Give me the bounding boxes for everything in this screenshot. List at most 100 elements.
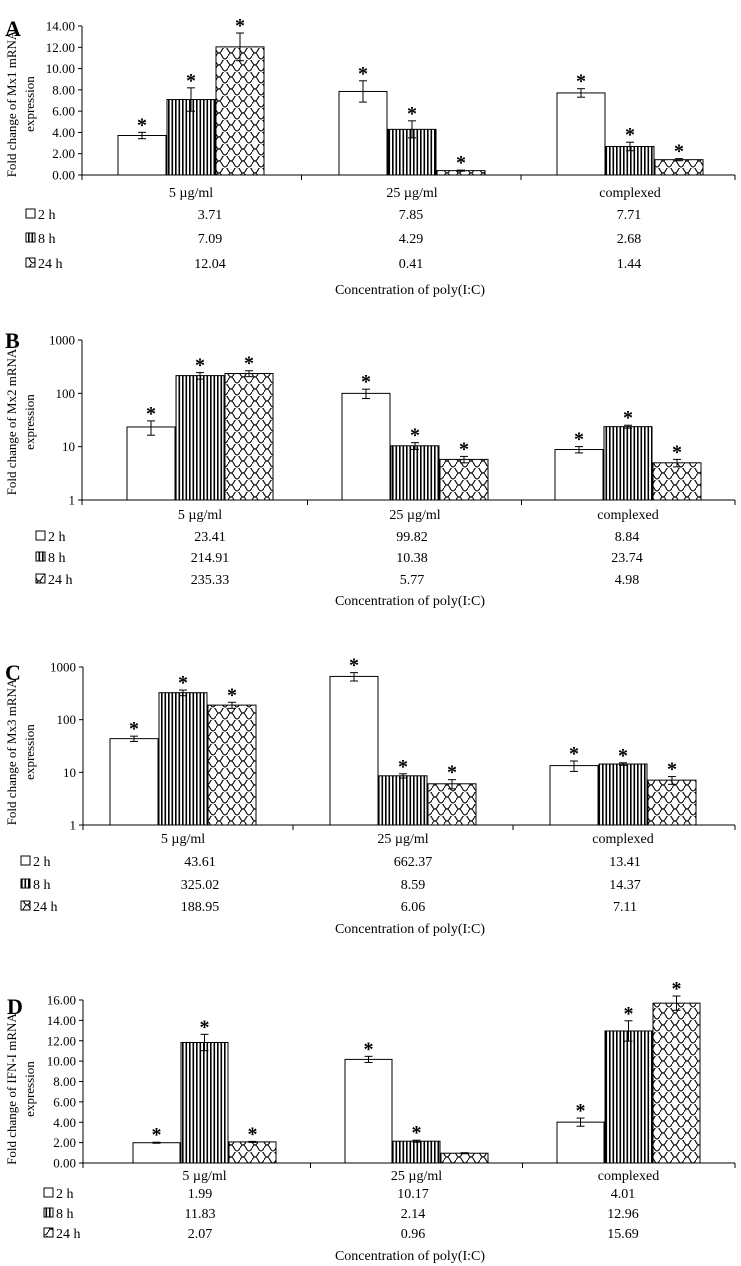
chart-panel-d: D 0.00 2.00 4.00 6.00 8.00 10.00 12.00 14.00 16.0… (4, 978, 736, 1264)
legend-label: 8 h (48, 551, 66, 566)
category-label: 5 µg/ml (161, 832, 205, 847)
table-value: 1.99 (188, 1187, 213, 1202)
bar (603, 426, 653, 501)
bar (427, 783, 477, 826)
bar (341, 392, 391, 501)
legend-swatch-8h (35, 551, 46, 562)
y-tick-label: 4.00 (53, 1115, 76, 1130)
significance-marker: * (624, 1003, 634, 1025)
y-tick-label: 16.00 (47, 993, 76, 1008)
table-value: 13.41 (609, 855, 641, 870)
category-label: 25 µg/ml (377, 832, 428, 847)
significance-marker: * (672, 441, 682, 463)
legend-label: 2 h (38, 208, 56, 223)
bar (109, 738, 159, 826)
significance-marker: * (569, 743, 579, 765)
category-label: 5 µg/ml (169, 186, 213, 201)
y-axis-label: Fold change of Mx3 mRNA (4, 678, 19, 825)
bar (440, 1152, 489, 1164)
y-tick-label: 100 (56, 386, 76, 401)
legend-swatch-24h (25, 257, 36, 268)
table-value: 14.37 (609, 878, 641, 893)
y-tick-label: 10 (63, 765, 76, 780)
table-value: 662.37 (394, 855, 433, 870)
significance-marker: * (623, 407, 633, 429)
y-tick-label: 8.00 (53, 1074, 76, 1089)
bar (166, 99, 216, 176)
y-tick-label: 100 (57, 712, 77, 727)
significance-marker: * (227, 684, 237, 706)
table-value: 4.29 (399, 232, 424, 247)
significance-marker: * (361, 371, 371, 393)
legend-label: 24 h (56, 1227, 81, 1242)
y-tick-label: 14.00 (46, 19, 75, 34)
bar (392, 1140, 441, 1164)
table-value: 2.07 (188, 1227, 213, 1242)
y-tick-label: 1 (69, 493, 76, 508)
y-tick-label: 4.00 (52, 125, 75, 140)
table-value: 43.61 (184, 855, 216, 870)
significance-marker: * (674, 141, 684, 163)
category-label: 25 µg/ml (391, 1169, 442, 1184)
significance-marker: * (667, 759, 677, 781)
table-value: 2.68 (617, 232, 642, 247)
legend-label: 2 h (33, 855, 51, 870)
table-value: 2.14 (401, 1207, 426, 1222)
significance-marker: * (672, 978, 682, 1000)
bar (549, 765, 599, 826)
y-tick-label: 8.00 (52, 82, 75, 97)
significance-marker: * (186, 70, 196, 92)
table-value: 235.33 (191, 573, 230, 588)
significance-marker: * (200, 1016, 210, 1038)
legend-label: 8 h (38, 232, 56, 247)
bar (344, 1058, 393, 1164)
significance-marker: * (364, 1038, 374, 1060)
chart-panel-a: A 0.00 2.00 4.00 6.00 8.00 10.00 12.00 14.00 Fold… (4, 15, 736, 298)
bar (554, 449, 604, 501)
y-axis-label: Fold change of IFN-I mRNA (4, 1013, 19, 1165)
category-label: complexed (599, 186, 660, 201)
significance-marker: * (146, 403, 156, 425)
significance-marker: * (459, 438, 469, 460)
bar (207, 704, 257, 826)
y-tick-label: 10.00 (47, 1054, 76, 1069)
bar (117, 135, 167, 176)
legend-swatch-2h (25, 208, 36, 219)
table-value: 10.38 (396, 551, 428, 566)
significance-marker: * (456, 152, 466, 174)
legend-swatch-8h (25, 232, 36, 243)
table-value: 99.82 (396, 530, 428, 545)
panel-letter: C (5, 660, 21, 685)
significance-marker: * (152, 1124, 162, 1146)
y-tick-label: 10 (62, 439, 75, 454)
table-value: 325.02 (181, 878, 220, 893)
table-value: 4.01 (611, 1187, 636, 1202)
panel-letter: B (5, 328, 20, 353)
x-axis-title: Concentration of poly(I:C) (335, 922, 485, 937)
x-axis-title: Concentration of poly(I:C) (335, 1249, 485, 1264)
bar (338, 90, 388, 176)
y-tick-label: 1 (70, 818, 77, 833)
significance-marker: * (412, 1122, 422, 1144)
table-value: 11.83 (185, 1207, 216, 1222)
legend-swatch-2h (35, 530, 46, 541)
table-value: 7.09 (198, 232, 223, 247)
significance-marker: * (178, 672, 188, 694)
legend-label: 8 h (33, 878, 51, 893)
table-value: 8.84 (615, 530, 640, 545)
legend-swatch-24h (35, 573, 46, 584)
significance-marker: * (129, 718, 139, 740)
legend-swatch-24h (43, 1227, 54, 1238)
significance-marker: * (410, 425, 420, 447)
table-value: 23.41 (194, 530, 226, 545)
legend-swatch-2h (43, 1187, 54, 1198)
bar (390, 445, 440, 501)
legend-swatch-24h (20, 900, 31, 911)
significance-marker: * (618, 745, 628, 767)
bar (598, 763, 648, 826)
y-axis-label: Fold change of Mx2 mRNA (4, 348, 19, 495)
panel-letter: A (5, 16, 21, 41)
significance-marker: * (244, 353, 254, 375)
significance-marker: * (248, 1123, 258, 1145)
significance-marker: * (195, 355, 205, 377)
